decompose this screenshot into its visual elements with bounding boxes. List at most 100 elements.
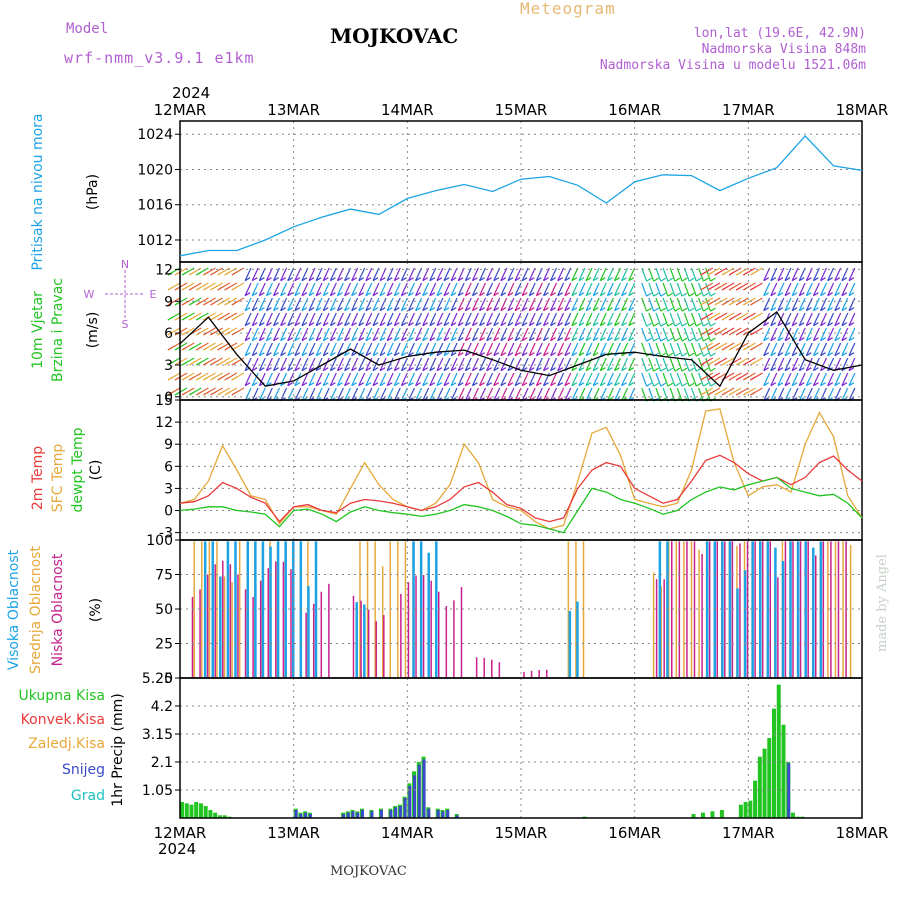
wind-barb-flag [493, 382, 500, 387]
wind-barb-flag [351, 322, 357, 327]
wind-barb-flag [308, 352, 315, 357]
wind-barb [641, 297, 648, 312]
wind-barb-flag [806, 307, 812, 312]
y-tick-label: 6 [164, 326, 173, 342]
wind-barb-flag [621, 322, 627, 327]
wind-barb [294, 327, 302, 341]
wind-barb [585, 282, 593, 296]
wind-barb-flag [181, 331, 188, 336]
wind-barb-flag [770, 307, 777, 312]
wind-barb [628, 372, 636, 386]
wind-barb [251, 297, 259, 311]
wind-barb [557, 342, 565, 356]
wind-barbs [167, 267, 856, 402]
wind-barb-flag [394, 382, 400, 387]
wind-barb [450, 372, 458, 386]
wind-barb-flag [301, 352, 308, 357]
wind-barb [365, 342, 373, 356]
wind-barb-flag [394, 367, 400, 372]
wind-barb-flag [315, 367, 322, 372]
wind-barb [471, 297, 479, 311]
wind-barb-flag [351, 337, 357, 342]
wind-barb [244, 282, 252, 296]
wind-barb-flag [714, 331, 721, 336]
wind-barb [436, 282, 444, 296]
wind-barb [429, 282, 437, 296]
wind-barb-flag [695, 337, 702, 342]
wind-barb-flag [743, 376, 749, 381]
wind-barb-flag [848, 382, 855, 387]
wind-barb [244, 342, 252, 356]
wind-barb [557, 357, 565, 371]
wind-barb-flag [174, 271, 181, 276]
wind-barb [805, 327, 813, 341]
precip-bar-total [738, 804, 743, 818]
precip-bar-snow [398, 806, 402, 818]
wind-barb-flag [224, 316, 231, 321]
wind-barb [550, 387, 558, 401]
wind-barb [500, 387, 508, 401]
wind-barb [372, 282, 380, 296]
wind-barb-flag [266, 307, 272, 312]
wind-barb [564, 267, 572, 281]
wind-barb-flag [415, 277, 421, 282]
wind-barb [777, 342, 785, 356]
wind-barb-flag [337, 322, 343, 327]
wind-barb [464, 267, 472, 281]
wind-barb [301, 357, 309, 371]
wind-barb [578, 297, 586, 311]
wind-barb-flag [628, 337, 635, 342]
wind-barb-flag [777, 382, 784, 387]
wind-barb-flag [777, 337, 784, 342]
panel-frame [179, 120, 863, 263]
precip-bar-total [748, 800, 753, 818]
wind-barb [784, 327, 792, 341]
wind-barb-flag [528, 322, 535, 327]
wind-barb [662, 357, 669, 372]
wind-barb-flag [714, 346, 721, 351]
wind-barb-flag [735, 391, 742, 396]
wind-barb [507, 282, 515, 296]
wind-barb-flag [827, 382, 833, 387]
wind-barb-flag [259, 292, 265, 297]
time-label-top: 13MAR [267, 101, 320, 119]
wind-barb [443, 357, 451, 371]
wind-barb [493, 267, 501, 281]
wind-barb-flag [181, 271, 188, 276]
wind-barb-flag [806, 382, 812, 387]
wind-barb-flag [528, 382, 535, 387]
wind-barb [379, 297, 387, 311]
wind-barb [528, 282, 536, 296]
wind-barb-flag [167, 391, 174, 396]
wind-barb [669, 327, 676, 342]
wind-barb [507, 297, 515, 311]
wind-barb-flag [763, 277, 770, 282]
wind-barb [450, 327, 458, 341]
wind-barb-flag [210, 271, 216, 276]
wind-barb-flag [443, 307, 450, 312]
wind-barb [798, 342, 806, 356]
wind-barb [301, 372, 309, 386]
wind-barb-flag [308, 277, 315, 282]
wind-barb-flag [646, 367, 652, 372]
wind-barb-flag [514, 292, 521, 297]
wind-barb-flag [372, 337, 379, 342]
wind-barb-flag [710, 367, 716, 372]
wind-barb-flag [322, 292, 329, 297]
wind-barb [770, 327, 778, 341]
wind-barb-flag [251, 277, 258, 282]
wind-barb [798, 327, 806, 341]
y-tick-label: 25 [155, 637, 173, 653]
wind-barb [471, 327, 479, 341]
wind-barb-flag [251, 322, 258, 327]
wind-barb-flag [714, 376, 721, 381]
wind-barb [578, 267, 586, 281]
wind-barb [429, 327, 437, 341]
wind-barb-flag [813, 337, 819, 342]
wind-barb [550, 282, 558, 296]
wind-barb-flag [820, 367, 826, 372]
wind-barb [379, 372, 387, 386]
wind-barb [479, 327, 487, 341]
wind-barb [344, 357, 352, 371]
